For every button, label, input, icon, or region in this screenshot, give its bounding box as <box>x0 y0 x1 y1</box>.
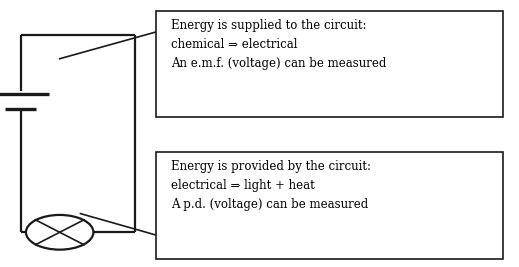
Text: Energy is supplied to the circuit:
chemical ⇒ electrical
An e.m.f. (voltage) can: Energy is supplied to the circuit: chemi… <box>171 19 387 70</box>
Bar <box>156 11 503 117</box>
Bar <box>156 152 503 259</box>
Text: Energy is provided by the circuit:
electrical ⇒ light + heat
A p.d. (voltage) ca: Energy is provided by the circuit: elect… <box>171 160 371 211</box>
